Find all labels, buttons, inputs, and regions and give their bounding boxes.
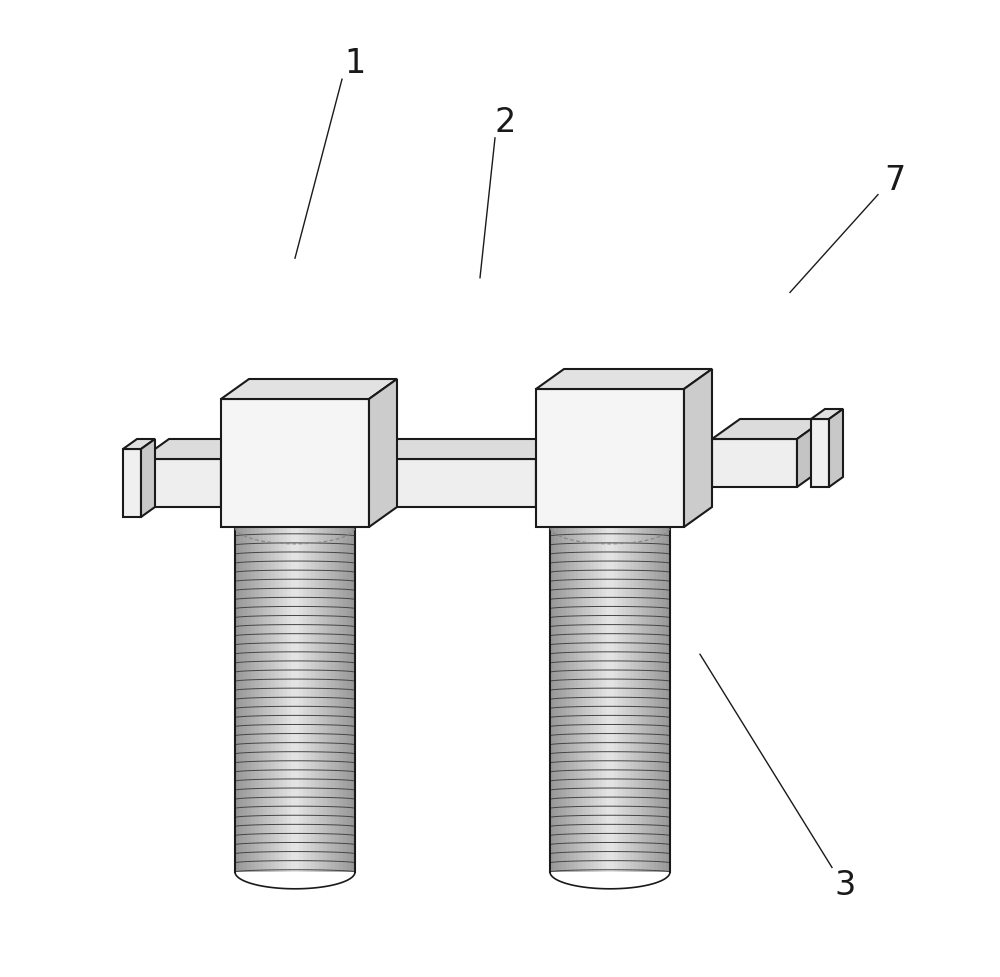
Text: 2: 2: [494, 106, 516, 139]
Polygon shape: [327, 528, 331, 872]
Polygon shape: [235, 528, 239, 872]
Polygon shape: [299, 528, 303, 872]
Polygon shape: [123, 440, 155, 449]
Polygon shape: [251, 528, 255, 872]
Polygon shape: [347, 528, 351, 872]
Polygon shape: [811, 419, 829, 488]
Polygon shape: [811, 409, 843, 419]
Polygon shape: [259, 528, 263, 872]
Polygon shape: [283, 528, 287, 872]
Polygon shape: [221, 400, 369, 528]
Polygon shape: [141, 440, 155, 518]
Text: 7: 7: [884, 164, 906, 197]
Polygon shape: [335, 528, 339, 872]
Polygon shape: [646, 528, 650, 872]
Polygon shape: [684, 369, 712, 528]
Polygon shape: [562, 528, 566, 872]
Polygon shape: [369, 440, 564, 459]
Polygon shape: [239, 528, 243, 872]
Polygon shape: [554, 528, 558, 872]
Polygon shape: [566, 528, 570, 872]
Polygon shape: [247, 528, 251, 872]
Polygon shape: [634, 528, 638, 872]
Polygon shape: [650, 528, 654, 872]
Polygon shape: [712, 419, 825, 440]
Polygon shape: [598, 528, 602, 872]
Polygon shape: [267, 528, 271, 872]
Polygon shape: [712, 440, 797, 488]
Polygon shape: [594, 528, 598, 872]
Polygon shape: [602, 528, 606, 872]
Polygon shape: [221, 380, 397, 400]
Polygon shape: [618, 528, 622, 872]
Polygon shape: [797, 419, 825, 488]
Polygon shape: [307, 528, 311, 872]
Polygon shape: [626, 528, 630, 872]
Polygon shape: [315, 528, 319, 872]
Polygon shape: [642, 528, 646, 872]
Polygon shape: [638, 528, 642, 872]
Polygon shape: [654, 528, 658, 872]
Text: 3: 3: [834, 868, 856, 901]
Polygon shape: [279, 528, 283, 872]
Polygon shape: [303, 528, 307, 872]
Polygon shape: [578, 528, 582, 872]
Polygon shape: [614, 528, 618, 872]
Polygon shape: [255, 528, 259, 872]
Polygon shape: [536, 369, 712, 390]
Polygon shape: [271, 528, 275, 872]
Polygon shape: [369, 380, 397, 528]
Polygon shape: [829, 409, 843, 488]
Polygon shape: [369, 459, 536, 507]
Polygon shape: [582, 528, 586, 872]
Polygon shape: [574, 528, 578, 872]
Polygon shape: [141, 459, 221, 507]
Polygon shape: [606, 528, 610, 872]
Polygon shape: [311, 528, 315, 872]
Polygon shape: [243, 528, 247, 872]
Polygon shape: [331, 528, 335, 872]
Polygon shape: [558, 528, 562, 872]
Polygon shape: [536, 390, 684, 528]
Text: 1: 1: [344, 47, 366, 80]
Polygon shape: [610, 528, 614, 872]
Polygon shape: [351, 528, 355, 872]
Polygon shape: [319, 528, 323, 872]
Polygon shape: [295, 528, 299, 872]
Polygon shape: [658, 528, 662, 872]
Polygon shape: [287, 528, 291, 872]
Polygon shape: [235, 511, 355, 528]
Polygon shape: [123, 449, 141, 518]
Polygon shape: [630, 528, 634, 872]
Polygon shape: [570, 528, 574, 872]
Polygon shape: [586, 528, 590, 872]
Polygon shape: [662, 528, 666, 872]
Polygon shape: [590, 528, 594, 872]
Polygon shape: [550, 528, 554, 872]
Polygon shape: [141, 440, 249, 459]
Polygon shape: [622, 528, 626, 872]
Polygon shape: [343, 528, 347, 872]
Polygon shape: [275, 528, 279, 872]
Polygon shape: [550, 511, 670, 528]
Polygon shape: [221, 440, 249, 507]
Polygon shape: [666, 528, 670, 872]
Polygon shape: [291, 528, 295, 872]
Polygon shape: [339, 528, 343, 872]
Polygon shape: [263, 528, 267, 872]
Polygon shape: [323, 528, 327, 872]
Polygon shape: [536, 440, 564, 507]
